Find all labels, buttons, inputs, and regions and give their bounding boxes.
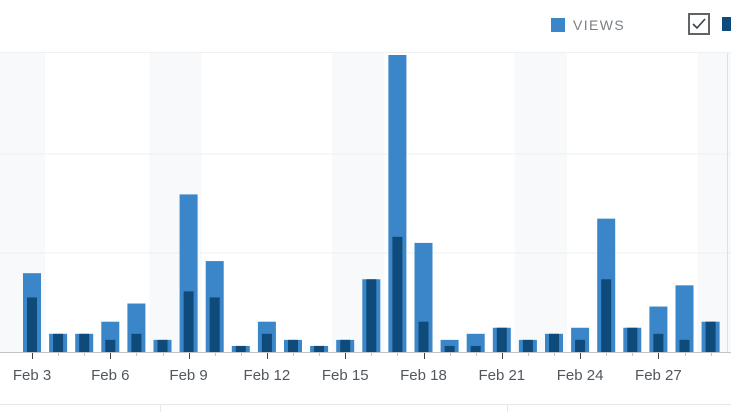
x-tick-label: Feb 21 (478, 367, 525, 384)
x-tick-label: Feb 27 (635, 367, 682, 384)
x-tick-label: Feb 3 (13, 367, 51, 384)
visitors-bar (575, 339, 586, 352)
footer-divider-tick (160, 404, 161, 412)
checkmark-icon (692, 18, 706, 30)
visitors-bar (366, 279, 377, 352)
weekend-band (514, 53, 568, 352)
x-tick-label: Feb 9 (169, 367, 207, 384)
visitors-bar (679, 339, 690, 352)
legend-item-views[interactable]: VIEWS (551, 17, 625, 33)
visitors-bar (653, 333, 664, 352)
views-legend-label: VIEWS (573, 17, 626, 33)
visitors-bar (157, 339, 168, 352)
visitors-swatch (722, 17, 731, 31)
visitors-bar (131, 333, 142, 352)
x-tick-label: Feb 24 (557, 367, 604, 384)
x-tick-label: Feb 12 (244, 367, 291, 384)
visitors-checkbox[interactable] (688, 13, 710, 35)
visitors-bar (549, 333, 559, 352)
visitors-bar (314, 345, 325, 352)
views-swatch (551, 18, 565, 32)
visitors-bar (235, 345, 246, 352)
visitors-bar (105, 339, 116, 352)
footer-divider-tick (507, 404, 508, 412)
x-tick-label: Feb 15 (322, 367, 369, 384)
footer-divider (0, 404, 731, 405)
visitors-bar (209, 297, 220, 352)
visitors-bar (627, 327, 638, 352)
visitors-bar (53, 333, 64, 352)
visitors-bar (392, 236, 403, 352)
visitors-bar (418, 321, 429, 352)
visitors-bar (79, 333, 90, 352)
weekend-band (697, 53, 731, 352)
visitors-bar (470, 345, 481, 352)
visitors-bar (496, 327, 507, 352)
x-tick-label: Feb 18 (400, 367, 447, 384)
chart-legend: VIEWS (0, 0, 731, 52)
visitors-bar (522, 339, 533, 352)
visitors-bar (183, 291, 194, 352)
visitors-bar (444, 345, 455, 352)
visitors-bar (705, 321, 716, 352)
views-bar (675, 285, 694, 352)
visitors-bar (288, 339, 298, 352)
visitors-bar (261, 333, 272, 352)
visitors-bar (601, 279, 612, 352)
visitors-bar (27, 297, 37, 352)
visitors-bar (340, 339, 351, 352)
x-tick-label: Feb 6 (91, 367, 129, 384)
